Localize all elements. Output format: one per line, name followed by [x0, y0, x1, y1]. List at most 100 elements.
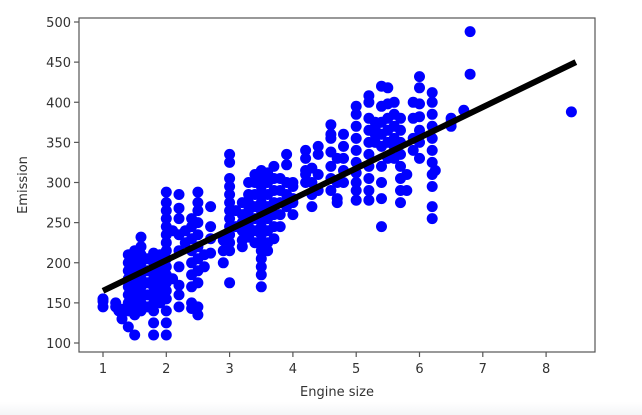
data-point — [426, 87, 438, 99]
data-point — [274, 209, 286, 221]
data-point — [350, 100, 362, 112]
data-point — [350, 132, 362, 144]
x-tick-label: 7 — [479, 362, 487, 377]
data-point — [217, 257, 229, 269]
data-point — [306, 201, 318, 213]
data-point — [407, 144, 419, 156]
fit-line — [101, 59, 578, 294]
data-point — [376, 177, 387, 188]
data-point — [395, 148, 406, 160]
data-point — [224, 197, 236, 209]
data-point — [429, 165, 441, 176]
bottom-edge — [0, 402, 642, 415]
data-point — [160, 329, 172, 341]
data-point — [192, 277, 204, 289]
data-point — [224, 181, 236, 192]
data-point — [350, 177, 362, 188]
data-point — [268, 160, 280, 172]
data-point — [300, 152, 312, 164]
data-point — [395, 112, 406, 124]
data-point — [426, 201, 438, 213]
data-point — [192, 197, 204, 209]
y-tick-label: 450 — [46, 56, 71, 71]
data-point — [135, 231, 147, 243]
data-point — [129, 329, 141, 341]
data-point — [464, 68, 476, 80]
data-point — [281, 148, 293, 160]
data-point — [325, 119, 337, 131]
data-point — [382, 82, 394, 94]
y-tick-label: 350 — [46, 136, 71, 151]
data-point — [338, 128, 349, 140]
y-tick-label: 100 — [46, 337, 71, 352]
data-point — [122, 321, 134, 333]
data-point — [363, 90, 375, 102]
data-point — [160, 317, 172, 329]
data-point — [363, 185, 375, 196]
data-point — [160, 285, 172, 297]
data-point — [274, 221, 286, 233]
data-point — [350, 144, 362, 156]
data-point — [205, 201, 217, 213]
data-point — [312, 148, 324, 160]
data-point — [255, 261, 267, 273]
data-point — [287, 209, 299, 221]
data-point — [205, 247, 217, 259]
data-point — [160, 293, 172, 305]
regression-line — [101, 59, 578, 294]
data-point — [160, 205, 172, 217]
data-point — [388, 96, 400, 108]
data-point — [116, 313, 128, 325]
data-point — [414, 124, 425, 136]
data-point — [338, 177, 349, 188]
y-tick-label: 250 — [46, 217, 71, 232]
data-point — [173, 189, 185, 200]
y-tick-label: 200 — [46, 257, 71, 272]
data-point — [363, 173, 375, 184]
data-point — [325, 185, 337, 196]
data-point — [135, 241, 147, 253]
data-point — [262, 245, 274, 257]
data-point — [300, 144, 312, 156]
data-point — [255, 281, 267, 293]
data-point — [350, 120, 362, 132]
data-point — [325, 132, 337, 144]
x-axis-label: Engine size — [300, 385, 374, 400]
y-axis-label: Emission — [16, 156, 31, 214]
data-point — [192, 309, 204, 321]
data-point — [363, 194, 375, 206]
data-point — [395, 124, 406, 136]
data-point — [224, 156, 236, 168]
x-tick-label: 2 — [162, 362, 170, 377]
data-point — [173, 261, 185, 273]
x-tick-label: 3 — [225, 362, 233, 377]
data-point — [426, 181, 438, 192]
scatter-points — [97, 26, 577, 341]
data-point — [414, 82, 425, 94]
x-tick-label: 6 — [415, 362, 423, 377]
data-point — [376, 193, 387, 205]
data-point — [268, 233, 280, 245]
data-point — [224, 245, 236, 257]
data-point — [160, 305, 172, 317]
data-point — [224, 277, 236, 289]
data-point — [312, 169, 324, 180]
data-point — [205, 221, 217, 233]
data-point — [148, 317, 160, 329]
data-point — [224, 189, 236, 200]
data-point — [376, 221, 387, 233]
axes-frame — [78, 17, 596, 353]
data-point — [160, 213, 172, 225]
data-point — [160, 237, 172, 249]
data-point — [160, 186, 172, 198]
data-point — [224, 173, 236, 184]
data-point — [414, 71, 425, 83]
data-point — [236, 241, 248, 253]
data-point — [173, 279, 185, 291]
y-axis-ticks: 100 150 200 250 300 350 400 450 500 — [46, 16, 79, 352]
x-axis-ticks: 1 2 3 4 5 6 7 8 — [99, 352, 550, 377]
y-tick-label: 500 — [46, 16, 71, 31]
y-tick-label: 150 — [46, 297, 71, 312]
